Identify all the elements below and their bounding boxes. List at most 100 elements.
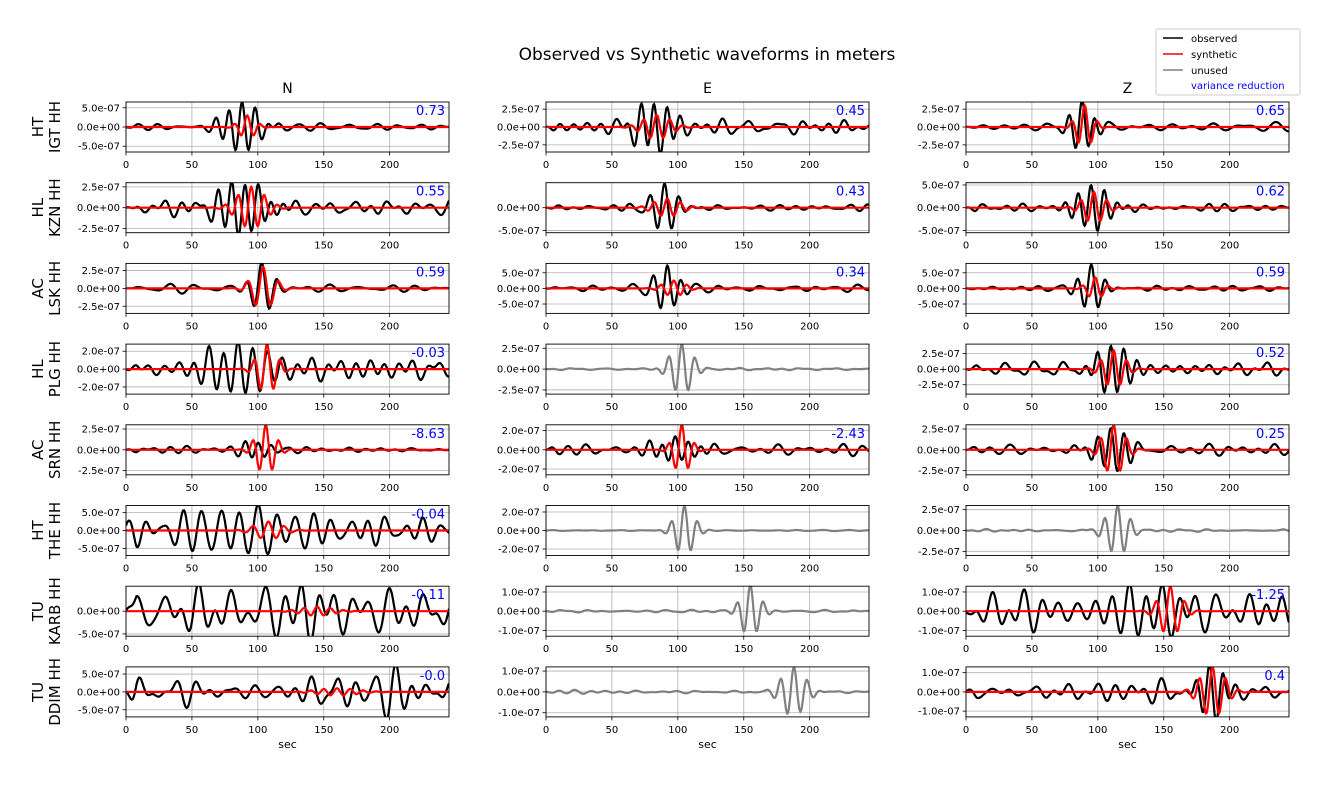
synthetic-trace [126, 114, 449, 137]
synthetic-trace [546, 424, 869, 470]
observed-trace [126, 344, 449, 395]
y-tick-label: 0.0e+00 [497, 445, 540, 456]
y-tick-label: -2.5e-07 [78, 302, 120, 313]
column-title-n: N [282, 81, 292, 97]
x-tick-label: 150 [734, 241, 753, 252]
station-name: PLG HH [46, 341, 64, 397]
x-tick-label: 0 [543, 644, 549, 655]
x-tick-label: 200 [380, 483, 399, 494]
observed-trace [966, 344, 1289, 395]
synthetic-trace [126, 687, 449, 697]
x-tick-label: 100 [1088, 644, 1107, 655]
variance-reduction-label: 0.52 [1256, 346, 1285, 361]
y-tick-label: -5.0e-07 [78, 544, 120, 555]
waveform-panel: 5.0e-07 0.0e+00 -5.0e-070 50 100 150 200 0.59 [917, 262, 1290, 332]
y-tick-label: -5.0e-07 [78, 705, 120, 716]
column-title-z: Z [1123, 81, 1133, 97]
x-tick-label: 0 [963, 241, 969, 252]
y-tick-label: 0.0e+00 [77, 203, 120, 214]
x-tick-label: 150 [734, 483, 753, 494]
synthetic-trace [966, 586, 1289, 632]
waveform-panel: 2.5e-07 0.0e+00 -2.5e-070 50 100 150 200 0.65 [917, 101, 1290, 171]
x-tick-label: 100 [1088, 725, 1107, 736]
observed-trace [966, 263, 1289, 308]
x-tick-label: 200 [1220, 321, 1239, 332]
variance-reduction-label: -1.25 [1251, 588, 1285, 603]
waveform-panel: 0.0e+00 -5.0e-070 50 100 150 200 -0.11 [77, 585, 450, 655]
x-tick-label: 50 [186, 321, 199, 332]
variance-reduction-label: 0.73 [416, 104, 445, 119]
x-tick-label: 50 [1026, 402, 1039, 413]
station-name: THE HH [46, 502, 64, 560]
y-tick-label: -5.0e-07 [498, 226, 540, 237]
station-name: KARB HH [46, 577, 64, 645]
synthetic-trace [126, 265, 449, 306]
x-tick-label: 0 [963, 321, 969, 332]
x-tick-label: 0 [963, 564, 969, 575]
x-tick-label: 50 [1026, 241, 1039, 252]
figure-title: Observed vs Synthetic waveforms in meter… [519, 45, 896, 65]
x-tick-label: 0 [123, 241, 129, 252]
y-tick-label: 0.0e+00 [917, 526, 960, 537]
synthetic-trace [126, 424, 449, 471]
y-tick-label: 0.0e+00 [77, 284, 120, 295]
y-tick-label: -1.0e-07 [498, 626, 540, 637]
x-tick-label: 0 [123, 725, 129, 736]
station-name: DDIM HH [46, 658, 64, 726]
y-tick-label: 5.0e-07 [922, 268, 960, 279]
station-network: TU [29, 601, 47, 622]
x-tick-label: 50 [606, 241, 619, 252]
x-tick-label: 0 [543, 483, 549, 494]
x-tick-label: 150 [314, 725, 333, 736]
x-tick-label: 150 [1154, 241, 1173, 252]
waveform-panel: 2.0e-07 0.0e+00 -2.0e-070 50 100 150 200 [497, 505, 870, 575]
x-tick-label: 200 [800, 564, 819, 575]
station-row: HTTHE HH 5.0e-070.0e+00-5.0e-070 50 100 150 2… [29, 502, 1290, 575]
variance-reduction-label: -2.43 [831, 427, 865, 442]
x-tick-label: 0 [543, 160, 549, 171]
x-tick-label: 50 [1026, 564, 1039, 575]
observed-trace [966, 586, 1289, 637]
x-tick-label: 50 [606, 564, 619, 575]
x-tick-label: 50 [186, 483, 199, 494]
x-axis-label: sec [278, 738, 297, 751]
variance-reduction-label: -0.0 [420, 669, 445, 684]
unused-trace [546, 344, 869, 392]
waveform-panel: 2.5e-07 0.0e+00 -2.5e-070 50 100 150 200 0.45 [497, 101, 870, 171]
variance-reduction-label: 0.59 [1256, 265, 1285, 280]
y-tick-label: -5.0e-07 [918, 226, 960, 237]
y-tick-label: 1.0e-07 [922, 668, 960, 679]
station-network: TU [29, 682, 47, 703]
x-tick-label: 100 [248, 725, 267, 736]
x-tick-label: 50 [186, 564, 199, 575]
x-tick-label: 200 [380, 564, 399, 575]
y-tick-label: 5.0e-07 [82, 103, 120, 114]
observed-trace [546, 102, 869, 152]
x-tick-label: 50 [186, 725, 199, 736]
y-tick-label: 1.0e-07 [922, 587, 960, 598]
waveform-panel: 1.0e-07 0.0e+00 -1.0e-070 50 100 150 200 -1.25 [917, 585, 1290, 655]
y-tick-label: 0.0e+00 [497, 123, 540, 134]
x-tick-label: 150 [734, 564, 753, 575]
y-tick-label: 0.0e+00 [77, 687, 120, 698]
x-tick-label: 0 [123, 564, 129, 575]
x-tick-label: 50 [606, 483, 619, 494]
station-name: KZN HH [46, 178, 64, 237]
x-tick-label: 200 [380, 402, 399, 413]
station-row: TUKARB HH 0.0e+00-5.0e-070 50 100 150 200-0.1… [29, 577, 1290, 655]
y-tick-label: 0.0e+00 [917, 203, 960, 214]
x-tick-label: 100 [1088, 483, 1107, 494]
x-tick-label: 200 [380, 644, 399, 655]
station-label: HLKZN HH [29, 178, 64, 237]
x-tick-label: 100 [668, 564, 687, 575]
x-tick-label: 50 [1026, 725, 1039, 736]
waveform-panel: 2.5e-07 0.0e+00 -2.5e-070 50 100 150 200 [917, 505, 1290, 575]
variance-reduction-label: 0.34 [836, 265, 865, 280]
observed-trace [966, 183, 1289, 232]
station-label: HTTHE HH [29, 502, 64, 560]
y-tick-label: -2.0e-07 [498, 465, 540, 476]
synthetic-trace [966, 276, 1289, 298]
x-tick-label: 150 [1154, 321, 1173, 332]
x-tick-label: 100 [668, 644, 687, 655]
